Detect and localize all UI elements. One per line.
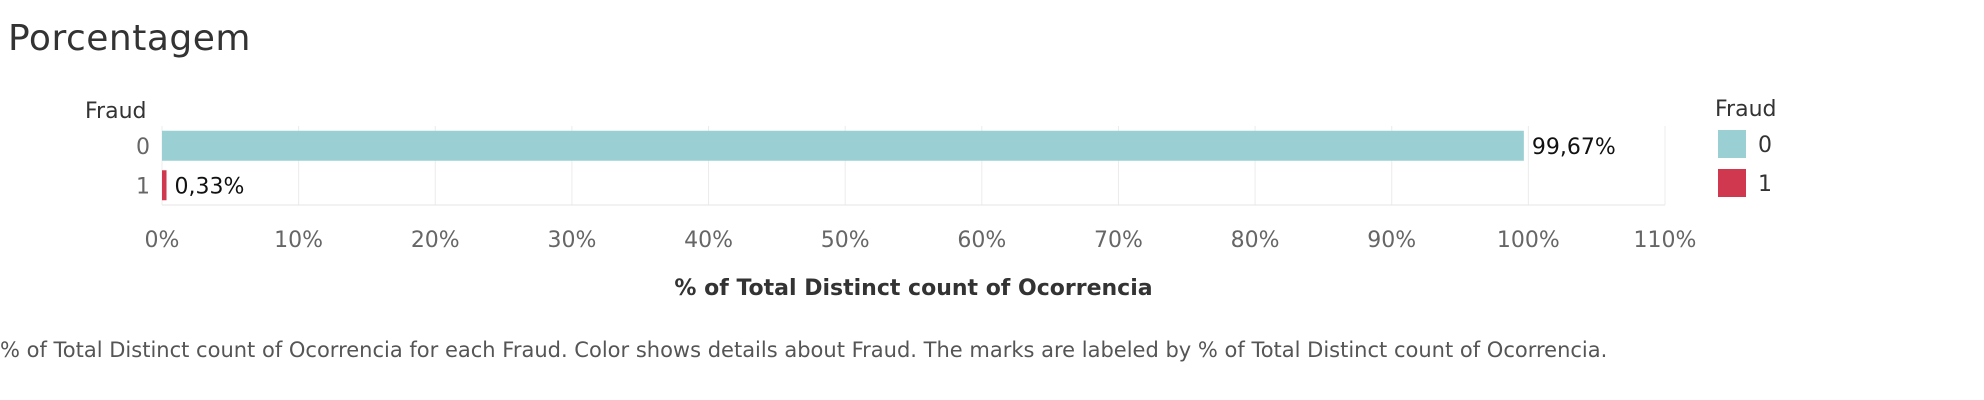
x-tick-label: 0% (145, 228, 180, 253)
x-tick-label: 80% (1231, 228, 1280, 253)
x-tick-label: 90% (1367, 228, 1416, 253)
row-header: Fraud (85, 99, 147, 124)
data-label: 99,67% (1532, 135, 1616, 160)
x-tick-label: 70% (1094, 228, 1143, 253)
x-tick-label: 110% (1634, 228, 1697, 253)
x-tick-label: 40% (684, 228, 733, 253)
x-tick-label: 60% (957, 228, 1006, 253)
x-tick-label: 50% (821, 228, 870, 253)
legend-title: Fraud (1715, 97, 1777, 122)
bar-chart: Fraud 0 99,67% 1 0,33% 0% 10% 20% 30% 40% 50% 60% 70… (85, 97, 1777, 301)
x-tick-label: 10% (274, 228, 323, 253)
x-tick-label: 30% (547, 228, 596, 253)
bar-fraud-0 (162, 130, 1524, 161)
x-axis-label: % of Total Distinct count of Ocorrencia (674, 276, 1152, 301)
chart-title: Porcentagem (8, 18, 251, 59)
bar-fraud-1 (162, 170, 167, 201)
x-tick-label: 20% (411, 228, 460, 253)
category-label: 1 (136, 174, 150, 199)
legend-label: 1 (1758, 172, 1772, 197)
legend-swatch-1 (1718, 169, 1746, 197)
x-tick-label: 100% (1497, 228, 1560, 253)
data-label: 0,33% (175, 174, 245, 199)
legend-label: 0 (1758, 133, 1772, 158)
chart-caption: % of Total Distinct count of Ocorrencia … (0, 338, 1608, 362)
category-label: 0 (136, 135, 150, 160)
legend-swatch-0 (1718, 130, 1746, 158)
